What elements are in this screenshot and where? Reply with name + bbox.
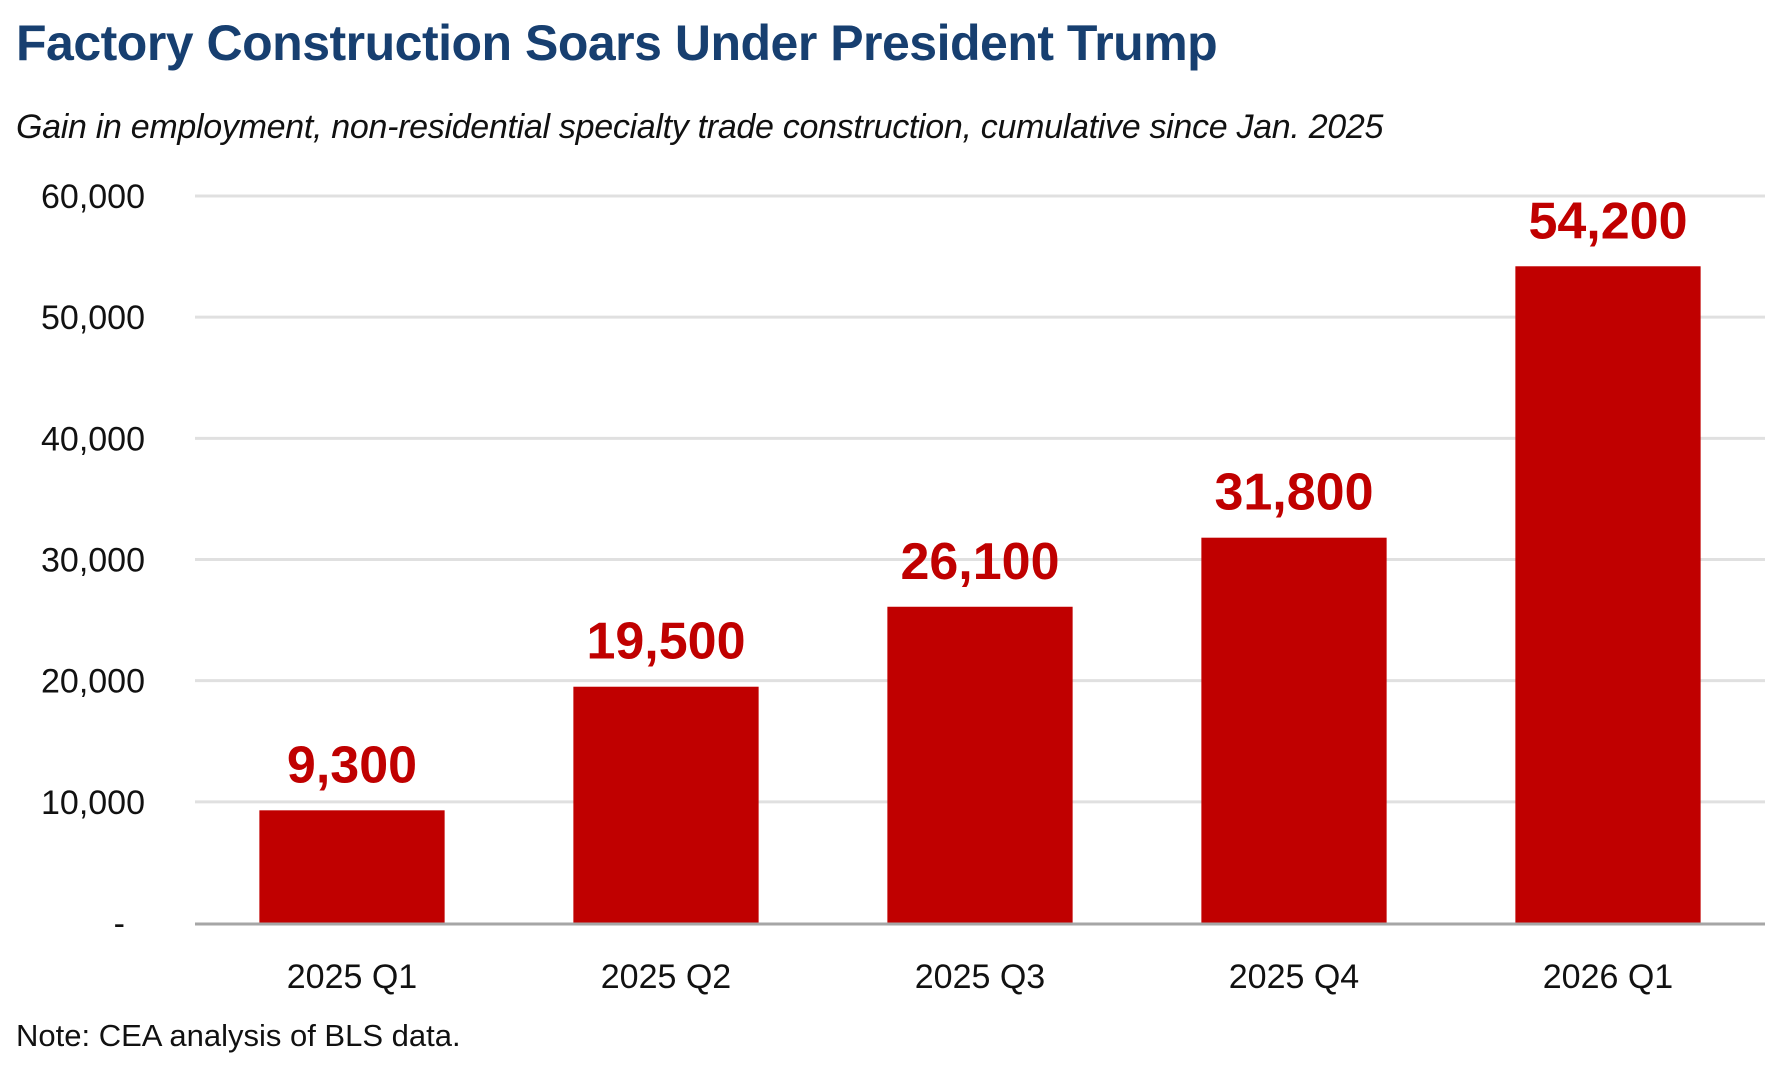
chart-subtitle: Gain in employment, non-residential spec… [16, 108, 1384, 146]
x-tick-label: 2025 Q1 [287, 958, 417, 996]
y-tick-label: 50,000 [41, 299, 145, 337]
y-tick-label: 40,000 [41, 420, 145, 458]
data-label: 26,100 [900, 533, 1059, 591]
data-label: 9,300 [287, 736, 417, 794]
data-label: 54,200 [1528, 192, 1687, 250]
bar-2025-q1 [259, 810, 445, 923]
y-axis-tick-labels: - 10,000 20,000 30,000 40,000 50,000 60,000 [41, 178, 145, 943]
bar-2026-q1 [1515, 266, 1701, 923]
x-tick-label: 2025 Q2 [601, 958, 731, 996]
y-tick-label: 30,000 [41, 542, 145, 580]
chart-title: Factory Construction Soars Under Preside… [16, 15, 1218, 71]
bar-2025-q2 [573, 686, 759, 923]
y-tick-label: - [114, 905, 125, 943]
x-axis-tick-labels: 2025 Q1 2025 Q2 2025 Q3 2025 Q4 2026 Q1 [287, 958, 1673, 996]
x-tick-label: 2025 Q3 [915, 958, 1045, 996]
bar-2025-q3 [887, 606, 1073, 923]
bars [259, 266, 1701, 923]
source-note: Note: CEA analysis of BLS data. [16, 1018, 461, 1053]
data-label: 19,500 [586, 613, 745, 671]
data-labels: 9,300 19,500 26,100 31,800 54,200 [287, 192, 1688, 794]
y-tick-label: 10,000 [41, 784, 145, 822]
x-tick-label: 2026 Q1 [1543, 958, 1673, 996]
y-tick-label: 60,000 [41, 178, 145, 216]
data-label: 31,800 [1214, 464, 1373, 522]
bar-2025-q4 [1201, 537, 1387, 923]
x-tick-label: 2025 Q4 [1229, 958, 1359, 996]
y-tick-label: 20,000 [41, 663, 145, 701]
